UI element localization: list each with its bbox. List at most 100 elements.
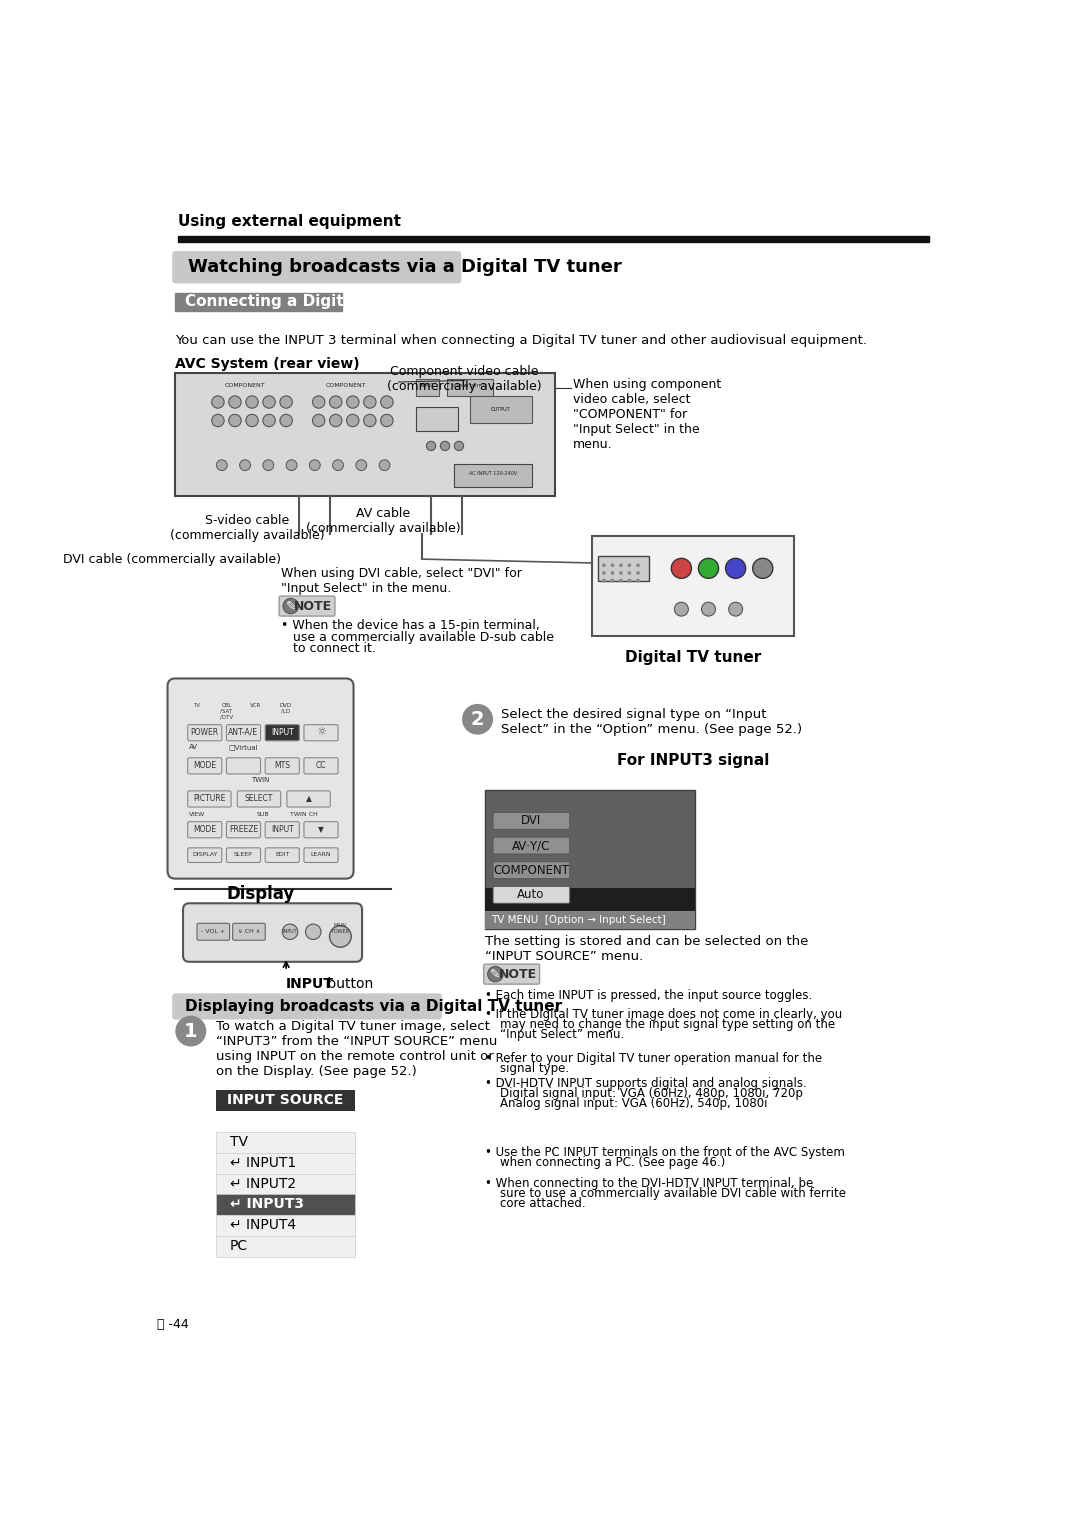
FancyBboxPatch shape	[494, 812, 570, 829]
FancyBboxPatch shape	[494, 886, 570, 903]
Text: Connecting a Digital TV tuner: Connecting a Digital TV tuner	[185, 294, 438, 309]
Circle shape	[455, 441, 463, 450]
Text: When using DVI cable, select "DVI" for
"Input Select" in the menu.: When using DVI cable, select "DVI" for "…	[281, 567, 522, 595]
Circle shape	[312, 414, 325, 427]
Bar	[416, 379, 438, 395]
Text: NOTE: NOTE	[499, 968, 537, 980]
Circle shape	[364, 414, 376, 427]
Bar	[175, 373, 555, 495]
Text: TV: TV	[193, 703, 201, 708]
Bar	[416, 408, 458, 430]
Text: DVI: DVI	[521, 815, 541, 827]
Circle shape	[619, 564, 623, 567]
Circle shape	[699, 559, 718, 579]
Text: Watching broadcasts via a Digital TV tuner: Watching broadcasts via a Digital TV tun…	[188, 258, 621, 276]
Circle shape	[280, 395, 293, 408]
Text: VIEW: VIEW	[189, 812, 205, 817]
Text: • Refer to your Digital TV tuner operation manual for the: • Refer to your Digital TV tuner operati…	[485, 1051, 823, 1065]
Text: Auto: Auto	[517, 888, 544, 901]
Text: • Each time INPUT is pressed, the input source toggles.: • Each time INPUT is pressed, the input …	[485, 989, 812, 1001]
Circle shape	[329, 926, 351, 947]
Circle shape	[347, 414, 359, 427]
Circle shape	[602, 571, 606, 574]
Text: MTS: MTS	[274, 761, 291, 770]
Text: • When the device has a 15-pin terminal,: • When the device has a 15-pin terminal,	[281, 620, 540, 632]
Text: core attached.: core attached.	[485, 1197, 586, 1209]
Circle shape	[286, 459, 297, 471]
Text: TWIN: TWIN	[252, 777, 270, 783]
Circle shape	[672, 559, 691, 579]
FancyBboxPatch shape	[494, 862, 570, 879]
Text: use a commercially available D-sub cable: use a commercially available D-sub cable	[281, 630, 554, 644]
Text: S-video cable
(commercially available): S-video cable (commercially available)	[170, 515, 325, 542]
Text: Ⓢ -44: Ⓢ -44	[157, 1318, 188, 1330]
Text: INPUT: INPUT	[271, 727, 294, 736]
Text: SELECT: SELECT	[245, 794, 273, 803]
Circle shape	[356, 459, 367, 471]
Text: LEARN: LEARN	[311, 853, 332, 857]
Text: Displaying broadcasts via a Digital TV tuner: Displaying broadcasts via a Digital TV t…	[186, 998, 563, 1014]
FancyBboxPatch shape	[303, 821, 338, 838]
Text: “Input Select” menu.: “Input Select” menu.	[485, 1029, 624, 1041]
Text: Component video cable
(commercially available): Component video cable (commercially avai…	[387, 365, 542, 392]
Text: • When connecting to the DVI-HDTV INPUT terminal, be: • When connecting to the DVI-HDTV INPUT …	[485, 1177, 813, 1189]
Bar	[470, 395, 531, 423]
Bar	[446, 379, 494, 395]
Text: DISPLAY OUTPUT: DISPLAY OUTPUT	[453, 385, 487, 388]
Text: • If the Digital TV tuner image does not come in clearly, you: • If the Digital TV tuner image does not…	[485, 1007, 842, 1021]
Text: MODE: MODE	[193, 761, 216, 770]
FancyBboxPatch shape	[266, 724, 299, 741]
Text: 1: 1	[184, 1021, 198, 1041]
Bar	[216, 1194, 355, 1215]
FancyBboxPatch shape	[188, 848, 221, 862]
Circle shape	[379, 459, 390, 471]
Text: Analog signal input: VGA (60Hz), 540p, 1080i: Analog signal input: VGA (60Hz), 540p, 1…	[485, 1097, 768, 1109]
Circle shape	[246, 395, 258, 408]
Circle shape	[280, 414, 293, 427]
Text: Digital signal input: VGA (60Hz), 480p, 1080i, 720p: Digital signal input: VGA (60Hz), 480p, …	[485, 1086, 804, 1100]
Text: □Virtual: □Virtual	[228, 744, 258, 750]
Circle shape	[306, 924, 321, 939]
Text: INPUT: INPUT	[286, 977, 334, 991]
Circle shape	[262, 459, 273, 471]
Text: AV cable
(commercially available): AV cable (commercially available)	[306, 506, 460, 535]
Circle shape	[619, 571, 623, 574]
Circle shape	[619, 579, 623, 583]
Circle shape	[610, 579, 615, 583]
Bar	[598, 556, 649, 580]
FancyBboxPatch shape	[266, 848, 299, 862]
Circle shape	[610, 564, 615, 567]
Text: 2: 2	[471, 709, 484, 729]
Text: OUTPUT: OUTPUT	[491, 408, 511, 412]
Circle shape	[729, 603, 743, 617]
Text: INPUT: INPUT	[283, 929, 297, 935]
FancyBboxPatch shape	[188, 724, 221, 741]
Text: When using component
video cable, select
"COMPONENT" for
"Input Select" in the
m: When using component video cable, select…	[572, 379, 721, 451]
Text: ☼: ☼	[316, 727, 326, 738]
Text: PICTURE: PICTURE	[193, 794, 226, 803]
Text: button: button	[323, 977, 373, 991]
FancyBboxPatch shape	[227, 821, 260, 838]
Text: CBL
/SAT
/DTV: CBL /SAT /DTV	[220, 703, 233, 720]
Text: AVC System (rear view): AVC System (rear view)	[175, 358, 360, 371]
FancyBboxPatch shape	[167, 679, 353, 879]
Circle shape	[347, 395, 359, 408]
Text: sure to use a commercially available DVI cable with ferrite: sure to use a commercially available DVI…	[485, 1186, 847, 1200]
FancyBboxPatch shape	[266, 758, 299, 774]
Text: CC: CC	[315, 761, 326, 770]
Circle shape	[212, 414, 225, 427]
Text: ▼: ▼	[319, 824, 324, 833]
Bar	[216, 1132, 355, 1153]
Bar	[455, 464, 531, 486]
Circle shape	[229, 414, 241, 427]
Text: when connecting a PC. (See page 46.): when connecting a PC. (See page 46.)	[485, 1156, 726, 1170]
Circle shape	[427, 441, 435, 450]
Text: ↵ INPUT4: ↵ INPUT4	[230, 1218, 296, 1232]
Circle shape	[309, 459, 321, 471]
Circle shape	[636, 564, 640, 567]
Bar	[485, 911, 694, 929]
FancyBboxPatch shape	[172, 994, 442, 1020]
FancyBboxPatch shape	[183, 903, 362, 962]
FancyBboxPatch shape	[232, 923, 266, 941]
Text: - VOL +: - VOL +	[201, 929, 226, 935]
